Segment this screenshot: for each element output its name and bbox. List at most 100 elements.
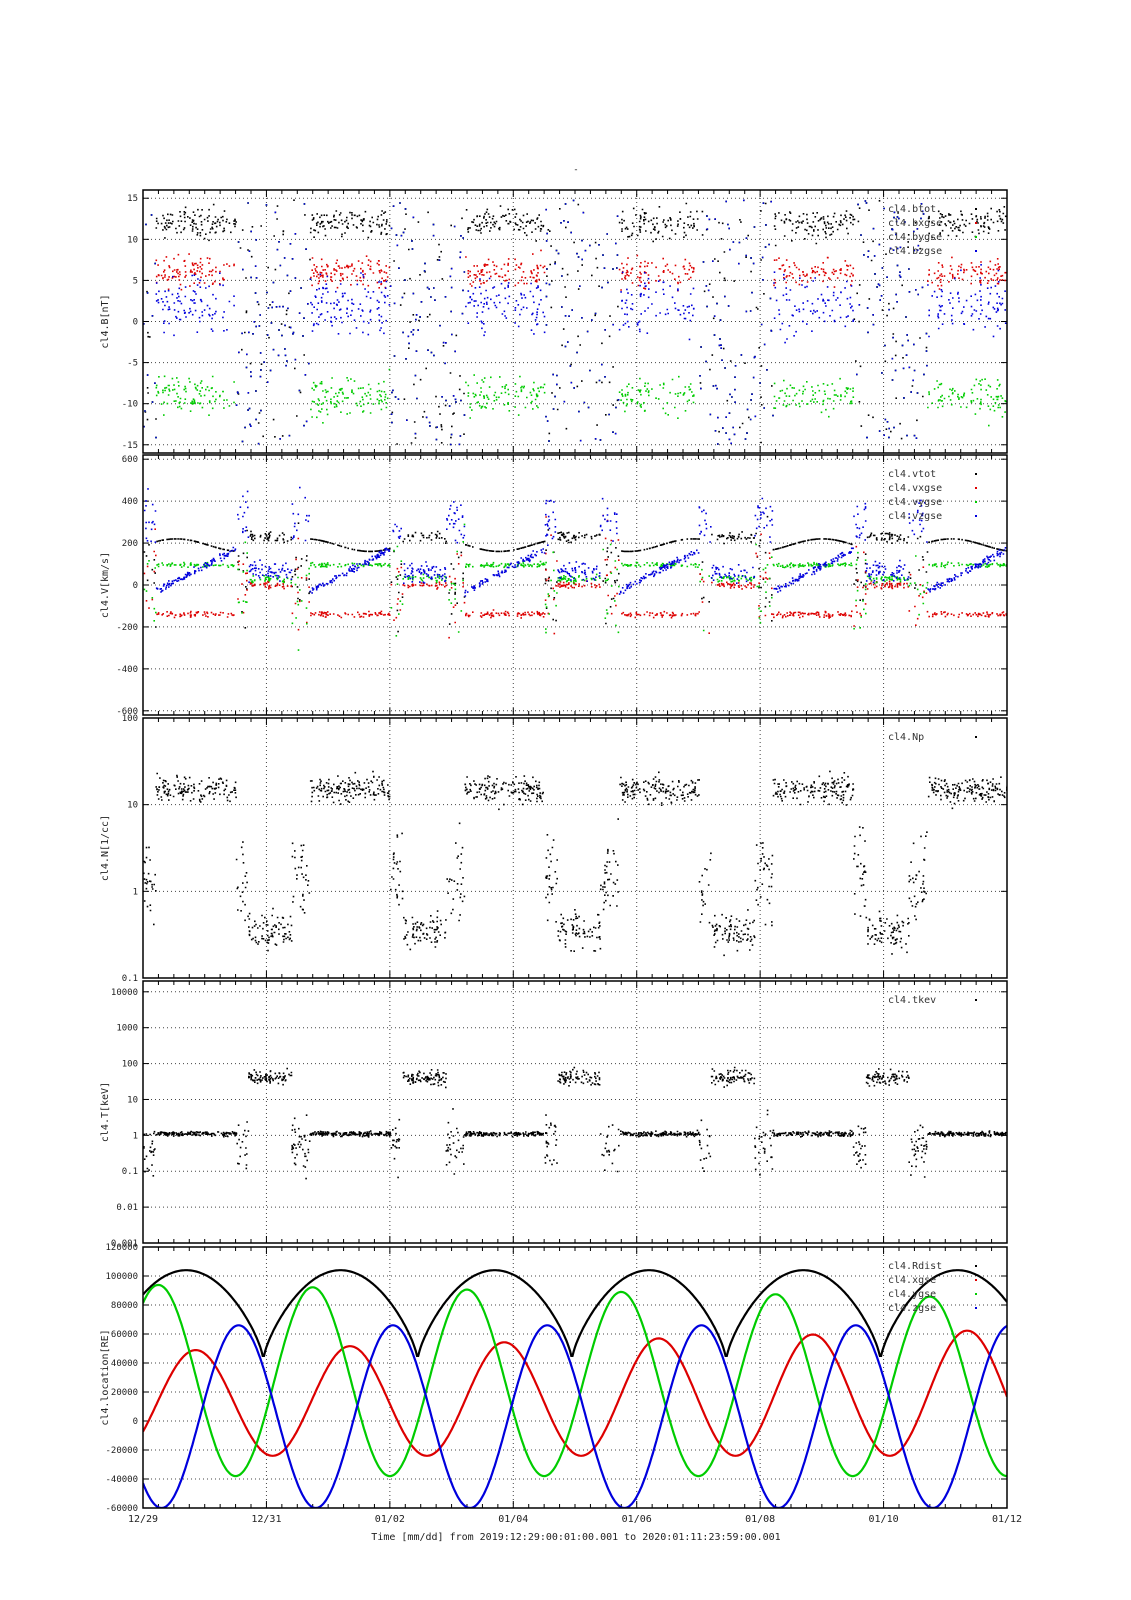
legend-marker xyxy=(975,515,977,517)
plot-area xyxy=(143,199,1007,446)
legend-marker xyxy=(975,1279,977,1281)
y-tick-label: 0.01 xyxy=(116,1203,138,1213)
legend-marker xyxy=(975,1307,977,1309)
y-tick-label: -600 xyxy=(116,707,138,717)
series-points-tkev xyxy=(143,1066,1007,1180)
series-points-btot xyxy=(143,199,1007,446)
series-line-Rdist xyxy=(143,1269,1007,1358)
x-tick-label: 12/31 xyxy=(251,1514,281,1525)
x-tick-label: 01/10 xyxy=(869,1514,899,1525)
y-tick-label: -400 xyxy=(116,665,138,675)
plot-area xyxy=(143,770,1007,957)
series-line-ygse xyxy=(143,1283,1007,1478)
legend-marker xyxy=(975,501,977,503)
x-tick-label: 01/12 xyxy=(992,1514,1022,1525)
legend-marker xyxy=(975,1293,977,1295)
legend-label: cl4.ygse xyxy=(888,1289,936,1300)
panel-frame xyxy=(142,980,1008,1244)
y-tick-label: 0 xyxy=(133,1417,138,1427)
y-tick-label: 1 xyxy=(133,887,138,897)
y-tick-label: 1000 xyxy=(116,1024,138,1034)
y-axis-label: cl4.N[1/cc] xyxy=(100,815,111,881)
y-tick-label: 100000 xyxy=(105,1272,138,1282)
x-tick-label: 01/04 xyxy=(498,1514,528,1525)
y-tick-label: 0 xyxy=(133,581,138,591)
legend-marker xyxy=(975,250,977,252)
y-tick-label: 80000 xyxy=(111,1301,138,1311)
legend-label: cl4.tkev xyxy=(888,995,936,1006)
panel-frame xyxy=(142,1246,1008,1509)
series-points-bzgse xyxy=(143,199,1007,446)
series-points-vzgse xyxy=(143,486,1007,597)
y-tick-label: -40000 xyxy=(105,1475,138,1485)
y-tick-label: 10 xyxy=(127,235,138,245)
y-tick-label: 15 xyxy=(127,194,138,204)
legend-marker xyxy=(975,222,977,224)
y-tick-label: 1 xyxy=(133,1131,138,1141)
y-tick-label: 600 xyxy=(122,455,138,465)
series-points-vtot xyxy=(143,515,1007,633)
y-tick-label: 0.1 xyxy=(122,974,138,984)
y-tick-label: 0.001 xyxy=(111,1239,138,1249)
x-tick-label: 01/02 xyxy=(375,1514,405,1525)
y-tick-label: 0.1 xyxy=(122,1167,138,1177)
legend-label: cl4.bxgse xyxy=(888,218,942,229)
series-points-vxgse xyxy=(143,514,1007,639)
panel-frame xyxy=(142,717,1008,979)
plot-area xyxy=(143,1066,1007,1180)
legend-label: cl4.vygse xyxy=(888,497,942,508)
series-points-Np xyxy=(143,770,1007,957)
panel-location: 120000 100000 80000 60000 40000 20000 0 -20000 -… xyxy=(100,1243,1008,1514)
legend-label: cl4.Rdist xyxy=(888,1261,942,1272)
y-tick-label: -200 xyxy=(116,623,138,633)
legend-label: cl4.bzgse xyxy=(888,246,942,257)
y-axis-label: cl4.location[RE] xyxy=(100,1329,111,1425)
legend-label: cl4.vzgse xyxy=(888,511,942,522)
y-tick-label: -15 xyxy=(122,441,138,451)
series-points-bygse xyxy=(143,199,1007,446)
y-axis-label: cl4.V[km/s] xyxy=(100,552,111,618)
series-line-zgse xyxy=(143,1324,1007,1508)
legend-label: cl4.bygse xyxy=(888,232,942,243)
panel-V: 600 400 200 0 -200 -400 -600 cl4.V[km/s] cl4.vto… xyxy=(100,454,1008,717)
x-tick-label: 01/08 xyxy=(745,1514,775,1525)
y-tick-label: -60000 xyxy=(105,1504,138,1514)
y-tick-label: 0 xyxy=(133,318,138,328)
legend-label: cl4.Np xyxy=(888,732,924,743)
y-axis-label: cl4.B[nT] xyxy=(100,294,111,348)
legend-marker xyxy=(975,473,977,475)
y-tick-label: -5 xyxy=(127,359,138,369)
y-tick-label: 20000 xyxy=(111,1388,138,1398)
y-tick-label: 120000 xyxy=(105,1243,138,1253)
figure-title: - xyxy=(573,165,578,175)
legend-label: cl4.btot xyxy=(888,204,936,215)
y-tick-label: 10 xyxy=(127,1095,138,1105)
panel-T: 10000 1000 100 10 1 0.1 0.01 0.001 cl4.T[keV] cl4… xyxy=(100,980,1008,1249)
time-axis-footer: Time [mm/dd] from 2019:12:29:00:01:00.00… xyxy=(371,1532,780,1543)
x-tick-label: 12/29 xyxy=(128,1514,158,1525)
y-tick-label: 10000 xyxy=(111,988,138,998)
y-tick-label: 5 xyxy=(133,276,138,286)
y-axis-label: cl4.T[keV] xyxy=(100,1082,111,1142)
y-tick-label: -20000 xyxy=(105,1446,138,1456)
y-tick-label: 40000 xyxy=(111,1359,138,1369)
legend-marker xyxy=(975,999,977,1001)
legend-marker xyxy=(975,208,977,210)
panel-B: 15 10 5 0 -5 -10 -15 cl4.B[nT] cl4.btot cl4.bxgse… xyxy=(100,189,1008,454)
panel-frame xyxy=(142,454,1008,716)
y-tick-label: 200 xyxy=(122,539,138,549)
legend-marker xyxy=(975,487,977,489)
panel-frame xyxy=(142,189,1008,454)
legend-marker xyxy=(975,236,977,238)
y-tick-label: 10 xyxy=(127,801,138,811)
y-tick-label: 100 xyxy=(122,1060,138,1070)
y-tick-label: 60000 xyxy=(111,1330,138,1340)
plot-area xyxy=(143,486,1007,651)
panel-N: 100 10 1 0.1 cl4.N[1/cc] cl4.Np xyxy=(100,714,1008,984)
y-tick-label: -10 xyxy=(122,400,138,410)
legend-marker xyxy=(975,736,977,738)
y-tick-label: 100 xyxy=(122,714,138,724)
legend-label: cl4.zgse xyxy=(888,1303,936,1314)
series-points-bxgse xyxy=(143,199,1007,446)
